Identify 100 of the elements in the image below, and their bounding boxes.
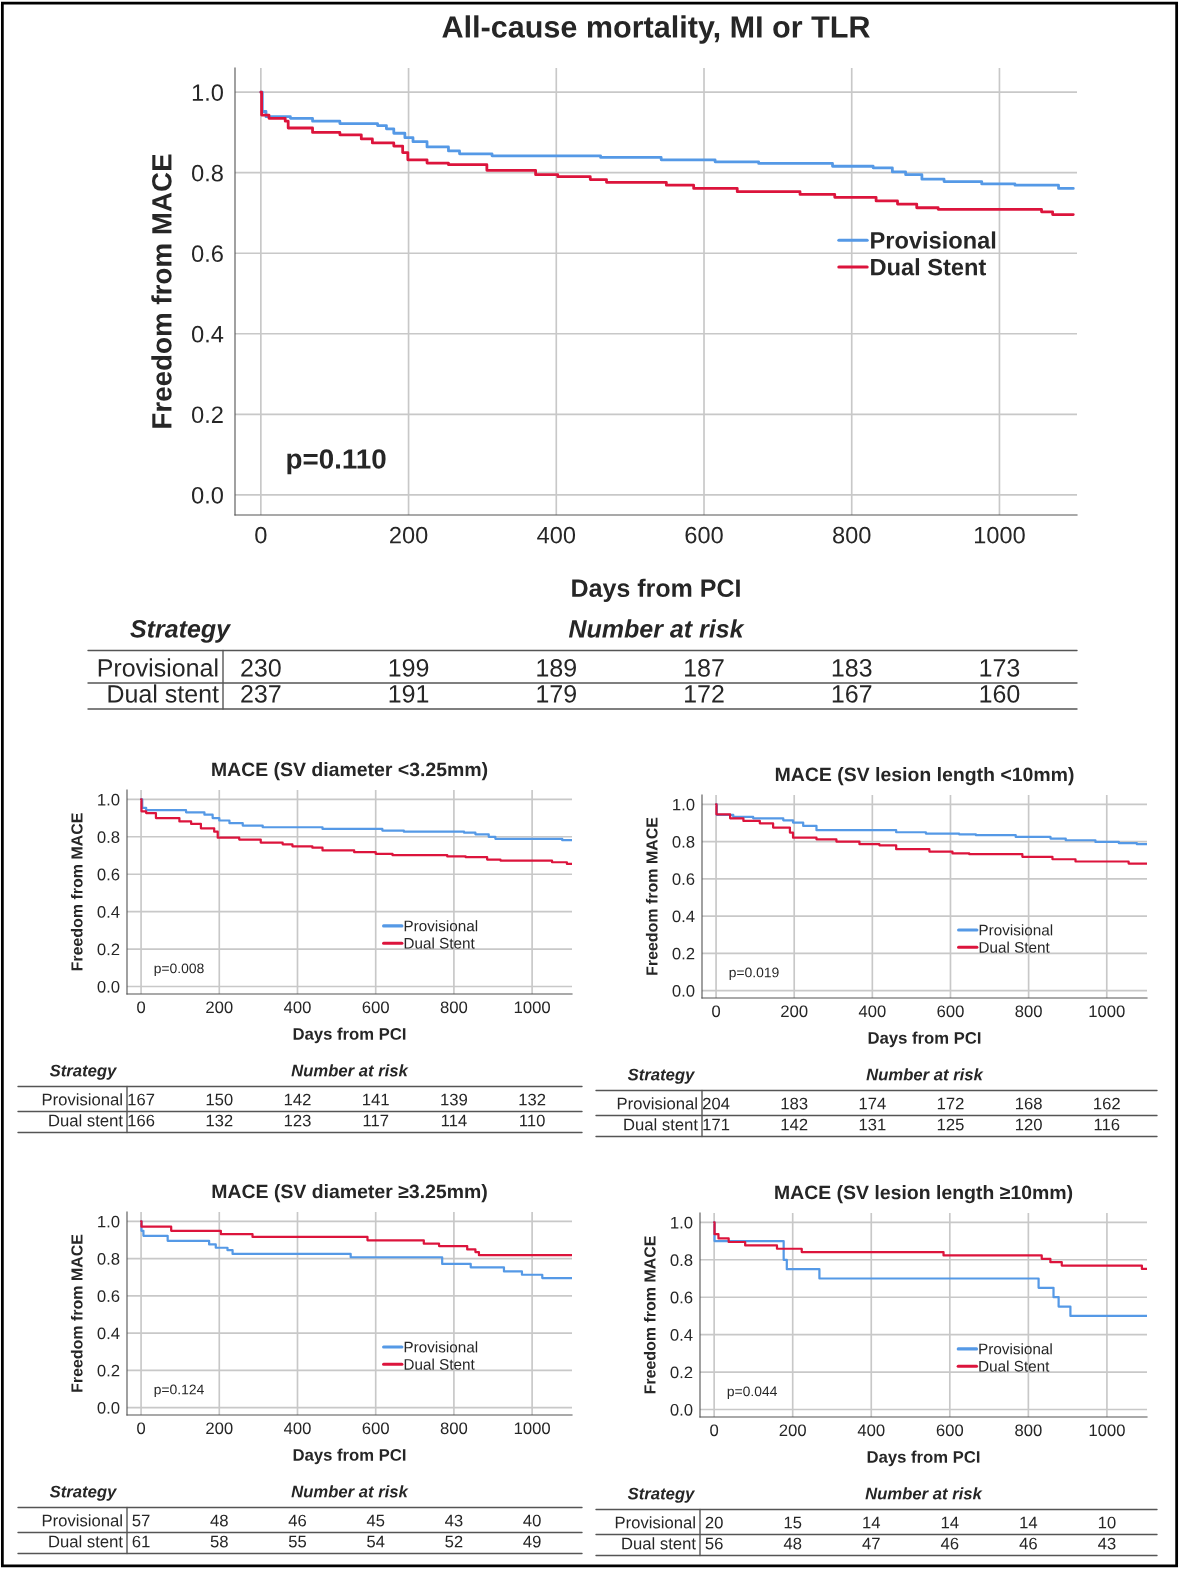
annotation: p=0.044 — [727, 1386, 777, 1399]
text: 120 — [1015, 1118, 1042, 1131]
y-axis-title: Freedom from MACE — [645, 817, 658, 975]
text: 142 — [284, 1093, 311, 1106]
text: Provisional — [615, 1516, 695, 1529]
text: Dual stent — [622, 1537, 696, 1550]
y-tick-label: 0.6 — [672, 873, 695, 886]
text: 48 — [210, 1514, 228, 1527]
x-tick-label: 800 — [1015, 1424, 1042, 1437]
y-tick-label: 0.6 — [97, 1290, 120, 1303]
legend-label: Dual Stent — [404, 937, 475, 949]
text: 150 — [206, 1093, 233, 1106]
x-tick-label: 600 — [362, 1001, 389, 1014]
y-tick-label: 0.4 — [672, 910, 695, 923]
x-tick-label: 200 — [779, 1424, 806, 1437]
x-axis-title: Days from PCI — [867, 1450, 980, 1467]
y-tick-label: 0.0 — [97, 980, 120, 993]
y-tick-label: 0.6 — [191, 245, 223, 263]
text: 14 — [1020, 1516, 1038, 1529]
chart-title: All-cause mortality, MI or TLR — [442, 15, 870, 44]
text: 189 — [537, 659, 576, 677]
text: Dual stent — [624, 1118, 698, 1131]
y-tick-label: 1.0 — [192, 84, 223, 101]
text: 167 — [832, 685, 872, 703]
y-tick-label: 1.0 — [98, 1215, 120, 1228]
text: Number at risk — [866, 1068, 984, 1081]
y-tick-label: 0.2 — [97, 1364, 120, 1377]
x-tick-label: 200 — [390, 526, 428, 544]
chart-title: MACE (SV diameter <3.25mm) — [212, 762, 488, 781]
text: 43 — [1098, 1537, 1116, 1550]
legend-label: Provisional — [404, 920, 478, 932]
text: 54 — [367, 1535, 385, 1548]
y-tick-label: 0.0 — [672, 984, 695, 997]
x-tick-label: 400 — [537, 526, 576, 544]
text: 172 — [937, 1097, 964, 1110]
legend-label: Provisional — [404, 1341, 478, 1353]
text: 61 — [132, 1535, 150, 1548]
y-tick-label: 1.0 — [671, 1216, 693, 1229]
text: 204 — [703, 1097, 730, 1110]
text: 237 — [241, 685, 281, 703]
text: 132 — [519, 1093, 546, 1106]
text: 142 — [781, 1118, 808, 1131]
text: 10 — [1098, 1516, 1116, 1529]
text: Provisional — [42, 1093, 122, 1106]
text: Provisional — [98, 658, 218, 677]
x-tick-label: 800 — [440, 1422, 468, 1435]
text: 55 — [288, 1535, 307, 1548]
text: 183 — [832, 659, 872, 677]
text: Number at risk — [568, 619, 745, 638]
y-tick-label: 0.0 — [97, 1401, 120, 1414]
x-tick-label: 1000 — [974, 526, 1025, 544]
annotation: p=0.008 — [154, 963, 204, 976]
x-tick-label: 800 — [440, 1001, 468, 1014]
text: 162 — [1094, 1097, 1120, 1110]
text: Number at risk — [865, 1487, 983, 1500]
legend-label: Dual Stent — [404, 1358, 475, 1370]
x-tick-label: 0 — [255, 526, 267, 544]
text: 117 — [363, 1114, 389, 1127]
text: 110 — [520, 1114, 545, 1127]
text: 40 — [523, 1514, 541, 1527]
y-tick-label: 0.2 — [672, 947, 695, 960]
y-axis-title: Freedom from MACE — [643, 1236, 656, 1394]
x-axis-title: Days from PCI — [293, 1448, 406, 1465]
x-tick-label: 400 — [283, 1422, 311, 1435]
text: 114 — [441, 1114, 467, 1127]
x-tick-label: 200 — [206, 1001, 233, 1014]
text: Provisional — [617, 1097, 697, 1110]
y-tick-label: 0.0 — [670, 1403, 693, 1416]
y-axis-title: Freedom from MACE — [151, 154, 172, 428]
text: Strategy — [627, 1487, 696, 1503]
x-tick-label: 0 — [710, 1424, 719, 1437]
y-tick-label: 0.6 — [97, 868, 120, 881]
text: 46 — [940, 1537, 959, 1550]
y-tick-label: 0.4 — [191, 325, 224, 343]
y-tick-label: 0.8 — [97, 831, 120, 843]
x-tick-label: 400 — [857, 1424, 885, 1437]
text: 187 — [685, 659, 724, 677]
x-tick-label: 0 — [137, 1422, 146, 1435]
text: 132 — [206, 1114, 233, 1127]
x-axis-title: Days from PCI — [572, 578, 740, 602]
x-tick-label: 0 — [712, 1005, 721, 1018]
text: 199 — [389, 659, 429, 677]
y-tick-label: 0.0 — [191, 486, 223, 504]
text: Dual stent — [49, 1114, 123, 1127]
text: 131 — [859, 1118, 886, 1131]
x-tick-label: 600 — [362, 1422, 389, 1435]
text: 14 — [863, 1516, 881, 1529]
x-tick-label: 1000 — [1089, 1005, 1125, 1018]
x-tick-label: 400 — [283, 1001, 311, 1014]
text: 15 — [784, 1516, 802, 1529]
text: 46 — [1019, 1537, 1037, 1550]
x-axis-title: Days from PCI — [293, 1027, 406, 1044]
text: 58 — [210, 1535, 228, 1548]
text: 168 — [1015, 1097, 1042, 1110]
text: 14 — [941, 1516, 959, 1529]
text: 125 — [937, 1118, 964, 1131]
x-tick-label: 200 — [206, 1422, 233, 1435]
x-tick-label: 1000 — [514, 1422, 550, 1435]
annotation: p=0.019 — [729, 967, 779, 981]
text: 123 — [284, 1114, 311, 1127]
